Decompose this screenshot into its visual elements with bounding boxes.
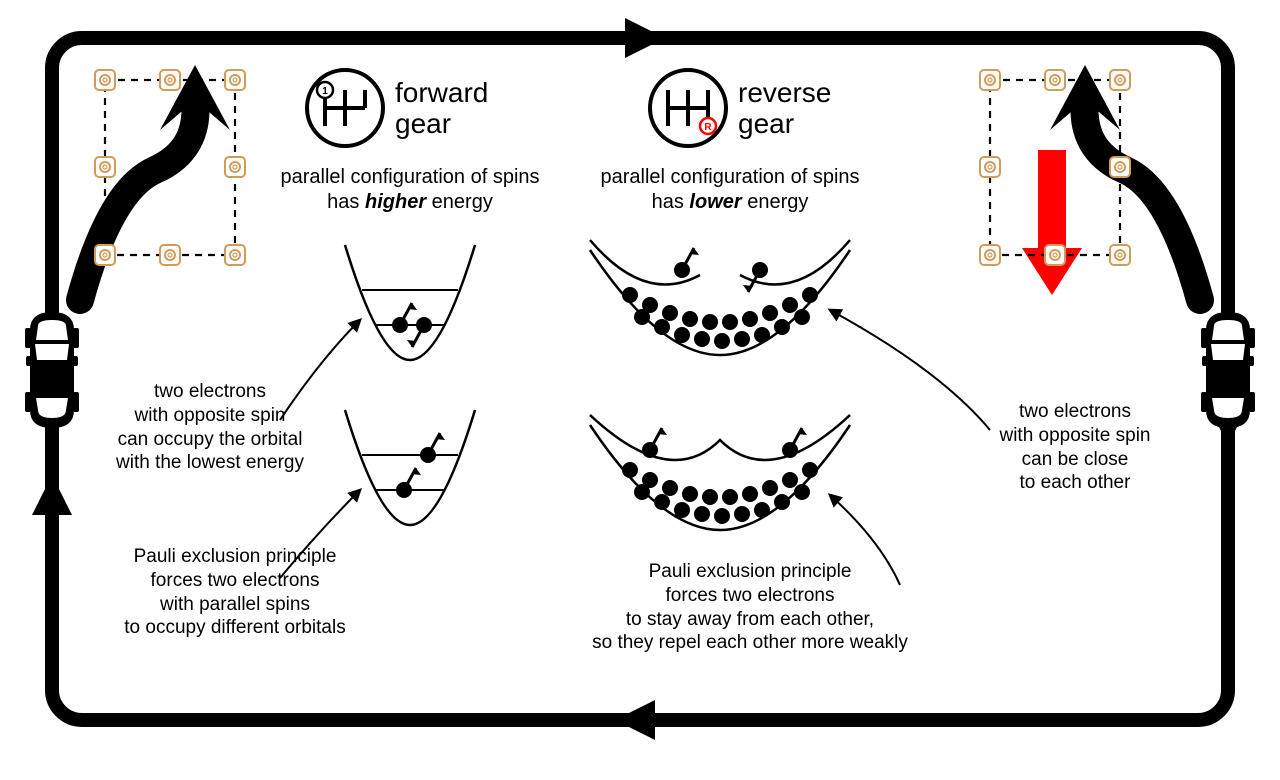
caption-rev-top: two electronswith opposite spincan be cl… (970, 400, 1180, 495)
car-right-icon (1201, 312, 1255, 428)
caption-rev-bottom: Pauli exclusion principleforces two elec… (540, 560, 960, 655)
forward-title: forward gear (395, 78, 488, 140)
band-reverse-top (590, 240, 850, 355)
well-forward-top (345, 245, 475, 360)
forward-subtitle: parallel configuration of spins has high… (270, 165, 550, 215)
ann-arrow-rev-top (830, 310, 990, 430)
curve-arrow-left (80, 100, 196, 300)
arrowhead-left (32, 475, 72, 515)
reverse-subtitle: parallel configuration of spins has lowe… (590, 165, 870, 215)
red-down-arrow-icon (1022, 150, 1082, 295)
well-forward-bottom (345, 410, 475, 525)
band-reverse-bottom (590, 415, 850, 530)
curve-arrow-right (1085, 100, 1201, 300)
gear-forward-icon: 1 (307, 70, 383, 146)
arrowhead-top (625, 18, 665, 58)
car-left-icon (25, 312, 79, 428)
gear-badge-reverse: R (704, 122, 712, 133)
caption-fwd-bottom: Pauli exclusion principleforces two elec… (95, 545, 375, 640)
gear-reverse-icon: R (650, 70, 726, 146)
gear-badge-forward: 1 (322, 86, 328, 97)
arrowhead-bottom (615, 700, 655, 740)
reverse-title: reverse gear (738, 78, 831, 140)
caption-fwd-top: two electronswith opposite spincan occup… (95, 380, 325, 475)
